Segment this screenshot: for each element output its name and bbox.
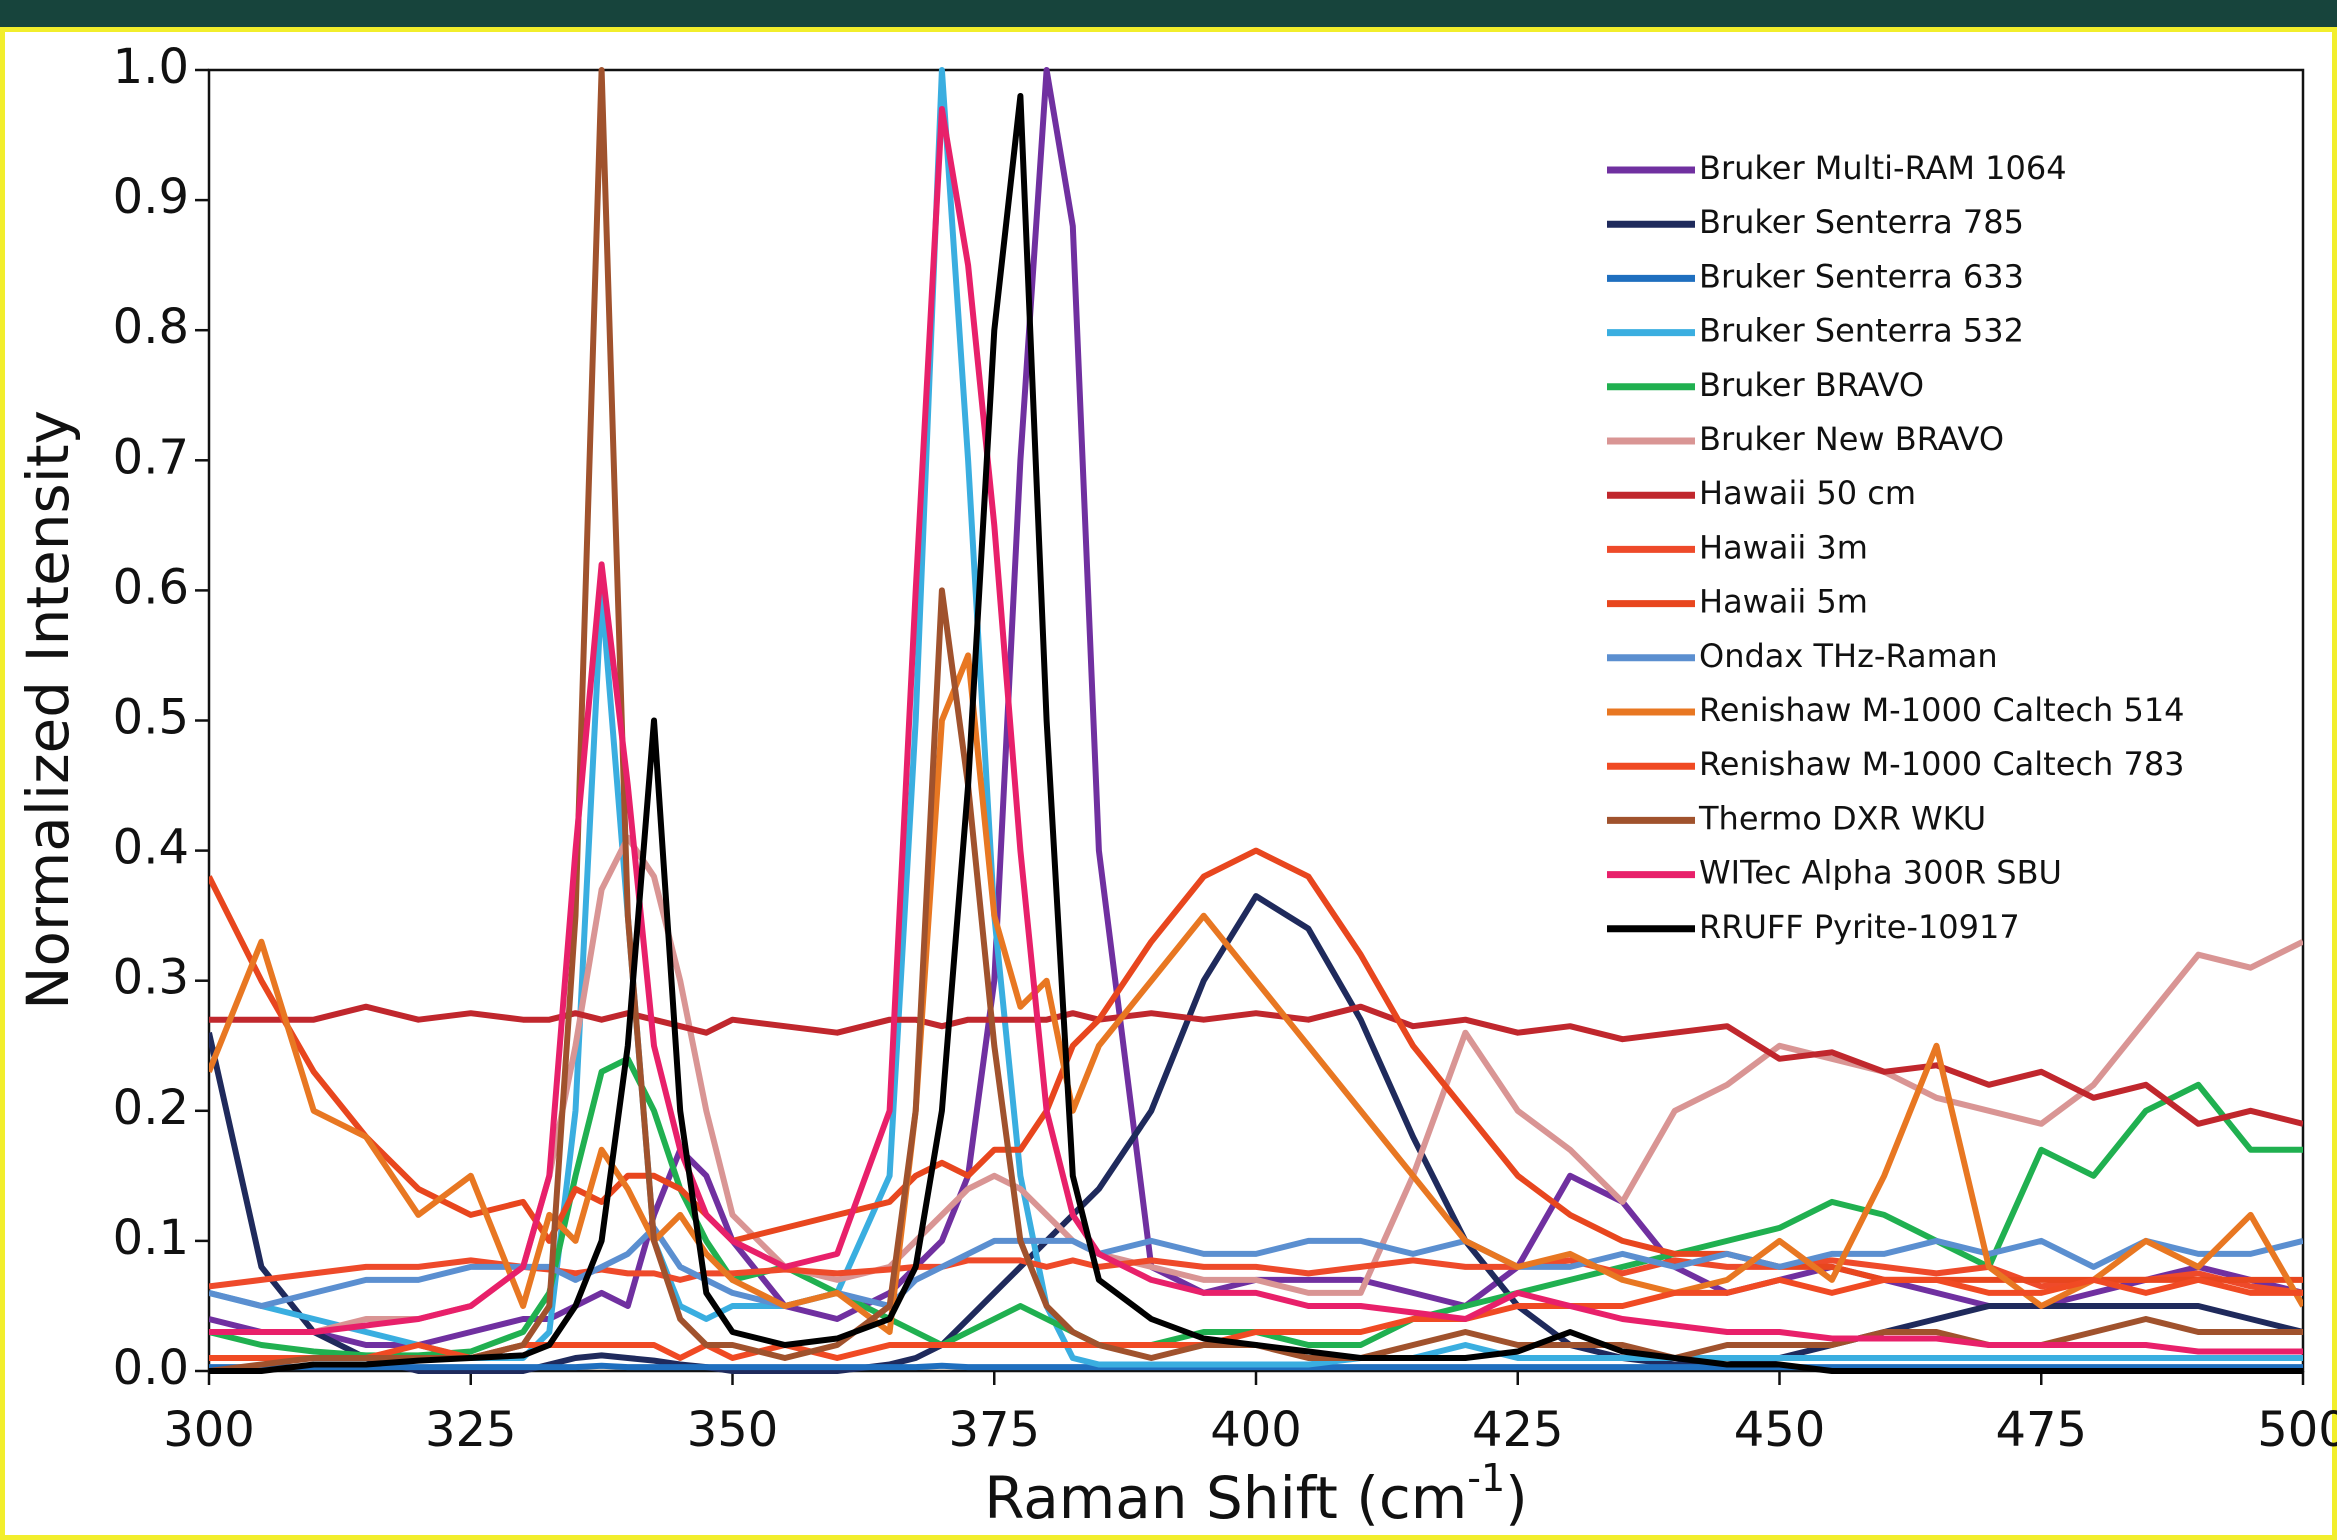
series-line <box>209 106 2303 1355</box>
x-tick-label: 300 <box>163 1402 255 1458</box>
y-tick-label: 0.7 <box>113 429 189 485</box>
x-tick-label: 475 <box>1995 1402 2087 1458</box>
y-tick-label: 0.2 <box>113 1080 189 1136</box>
series-line <box>209 1003 2303 1127</box>
y-tick-label: 0.1 <box>113 1210 189 1266</box>
legend-label: Bruker BRAVO <box>1699 366 1924 404</box>
x-tick-label: 350 <box>687 1402 779 1458</box>
series-line <box>209 93 2303 1374</box>
series-line <box>209 1362 2303 1371</box>
legend-label: Bruker Multi-RAM 1064 <box>1699 149 2067 187</box>
legend-label: Bruker Senterra 532 <box>1699 312 2024 350</box>
legend-label: Bruker Senterra 633 <box>1699 257 2024 295</box>
x-axis-title-text: Raman Shift (cm <box>984 1464 1467 1532</box>
legend-label: RRUFF Pyrite-10917 <box>1699 908 2020 946</box>
x-tick-label: 400 <box>1210 1402 1302 1458</box>
series-line <box>209 1257 2303 1296</box>
x-tick-label: 325 <box>425 1402 517 1458</box>
y-tick-label: 0.8 <box>113 299 189 355</box>
legend-label: Hawaii 50 cm <box>1699 474 1916 512</box>
x-tick-label: 425 <box>1472 1402 1564 1458</box>
legend-label: Hawaii 5m <box>1699 583 1868 621</box>
legend-label: Renishaw M-1000 Caltech 514 <box>1699 691 2185 729</box>
y-tick-label: 1.0 <box>113 39 189 95</box>
y-tick-label: 0.9 <box>113 169 189 225</box>
y-tick-label: 0.0 <box>113 1340 189 1396</box>
series-line <box>209 1224 2303 1309</box>
x-tick-label: 500 <box>2257 1402 2337 1458</box>
chart-frame <box>0 27 2337 1540</box>
y-axis-title: Normalized Intensity <box>14 410 82 1010</box>
legend-label: Bruker Senterra 785 <box>1699 203 2024 241</box>
legend-label: Thermo DXR WKU <box>1698 799 1986 837</box>
series-line <box>209 67 2303 1368</box>
y-tick-label: 0.5 <box>113 690 189 746</box>
legend-label: Renishaw M-1000 Caltech 783 <box>1699 745 2185 783</box>
legend-label: Bruker New BRAVO <box>1699 420 2004 458</box>
series-line <box>209 67 2303 1374</box>
series-line <box>209 652 2303 1335</box>
x-tick-label: 450 <box>1734 1402 1826 1458</box>
x-tick-label: 375 <box>948 1402 1040 1458</box>
x-axis-title: Raman Shift (cm-1) <box>984 1456 1528 1533</box>
x-axis-title-superscript: -1 <box>1467 1456 1505 1500</box>
x-axis-title-suffix: ) <box>1505 1464 1528 1532</box>
legend-label: WITec Alpha 300R SBU <box>1699 854 2062 892</box>
legend-label: Hawaii 3m <box>1699 528 1868 566</box>
y-tick-label: 0.6 <box>113 559 189 615</box>
series-line <box>209 1276 2303 1361</box>
legend-label: Ondax THz-Raman <box>1699 637 1998 675</box>
y-tick-label: 0.4 <box>113 820 189 876</box>
y-tick-label: 0.3 <box>113 950 189 1006</box>
